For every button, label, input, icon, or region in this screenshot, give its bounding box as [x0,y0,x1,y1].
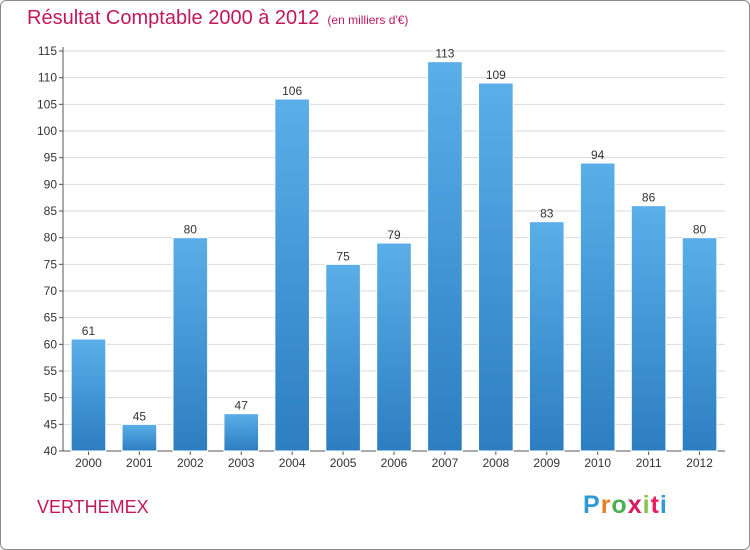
bar-2006 [376,242,412,452]
x-tick-label: 2000 [75,456,102,470]
y-tick-label: 75 [44,257,58,271]
y-tick-label: 65 [44,311,58,325]
y-tick-label: 80 [44,231,58,245]
data-label-2003: 47 [235,399,249,413]
x-tick-label: 2008 [482,456,509,470]
chart-unit: (en milliers d'€) [327,13,409,27]
logo-letter: r [600,491,612,519]
data-label-2011: 86 [642,191,656,205]
bar-2012 [681,237,718,452]
proxiti-logo[interactable]: Proxiti [583,491,668,520]
x-tick-label: 2003 [228,456,255,470]
y-tick-label: 40 [44,444,58,458]
y-tick-label: 115 [38,44,57,58]
x-tick-label: 2005 [330,456,357,470]
data-label-2008: 109 [486,68,506,82]
y-tick-label: 95 [44,151,58,165]
data-label-2001: 45 [133,409,147,423]
y-tick-label: 110 [38,71,57,85]
data-label-2010: 94 [591,148,605,162]
y-tick-label: 105 [37,97,57,111]
x-tick-label: 2004 [279,456,306,470]
data-label-2009: 83 [540,207,554,221]
data-label-2012: 80 [693,223,707,237]
bar-2011 [630,205,667,452]
chart-title: Résultat Comptable 2000 à 2012 (en millie… [27,7,408,30]
x-tick-label: 2002 [177,456,204,470]
logo-letter: t [650,491,660,519]
logo-letter: P [583,491,601,519]
x-tick-label: 2011 [636,456,662,470]
x-tick-label: 2009 [533,456,560,470]
bar-2010 [579,162,616,452]
chart-title-text: Résultat Comptable 2000 à 2012 [27,7,320,29]
x-tick-label: 2001 [126,456,153,470]
logo-letter: x [627,491,643,519]
x-tick-label: 2012 [686,456,713,470]
data-label-2006: 79 [387,228,401,242]
bar-2003 [223,413,260,452]
bar-2009 [528,221,565,452]
bars [70,61,718,452]
bar-2007 [427,61,463,452]
data-label-2004: 106 [282,84,302,98]
y-tick-label: 100 [37,124,57,138]
data-label-2002: 80 [184,223,198,237]
logo-letter: i [659,491,668,519]
logo-letter: i [642,491,651,519]
location-name: VERTHEMEX [37,497,149,517]
bar-2004 [274,98,310,452]
data-label-2005: 75 [336,249,350,263]
data-label-2000: 61 [82,324,96,338]
bar-2008 [478,82,514,452]
bar-2000 [70,338,107,452]
logo-letter: o [611,491,628,519]
y-tick-label: 60 [44,337,58,351]
x-tick-label: 2006 [381,456,408,470]
y-tick-label: 85 [44,204,58,218]
bar-2002 [172,237,209,452]
bar-2001 [121,423,158,452]
y-tick-label: 55 [44,364,58,378]
y-tick-label: 90 [44,177,58,191]
y-tick-label: 70 [44,284,58,298]
y-tick-label: 45 [44,417,58,431]
y-tick-label: 50 [44,391,58,405]
x-tick-label: 2007 [432,456,459,470]
bar-2005 [325,263,361,452]
x-tick-label: 2010 [584,456,611,470]
data-label-2007: 113 [435,47,454,61]
labels: 40 45 50 55 60 65 70 75 80 85 90 95 100 105 110 115 61 20… [37,44,713,470]
